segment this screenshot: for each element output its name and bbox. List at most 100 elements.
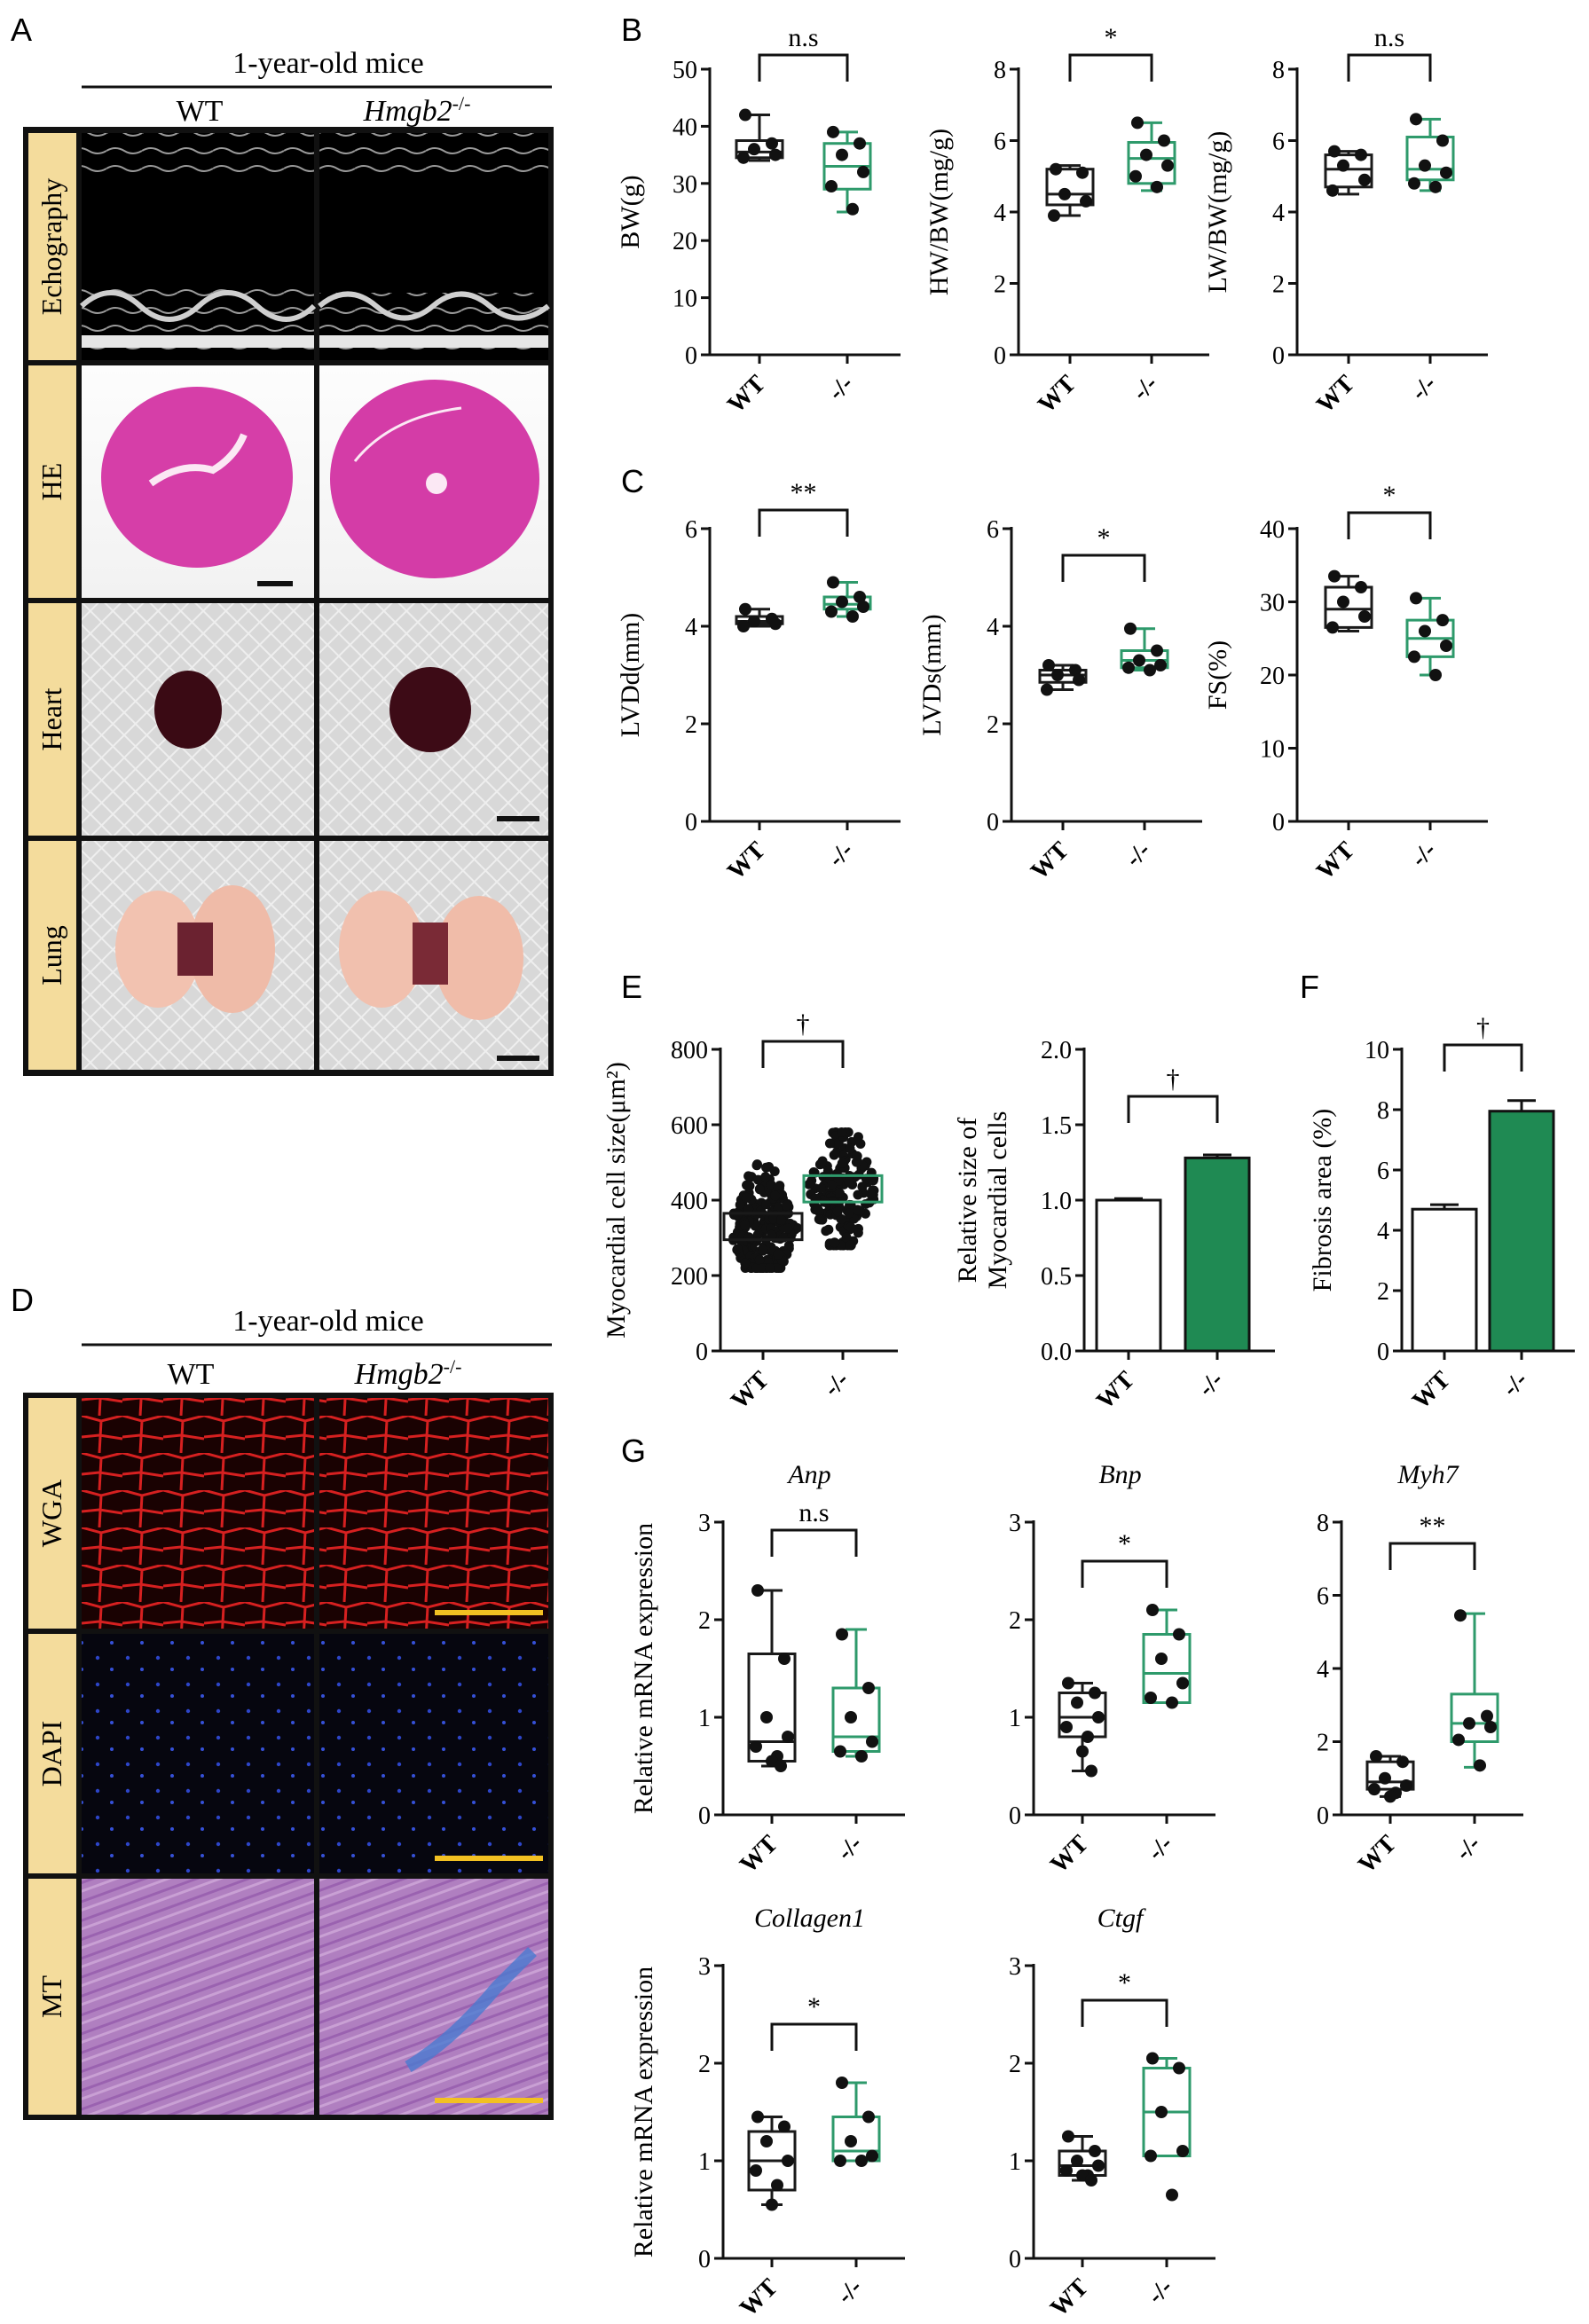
y-tick-label: 2 [1009,1607,1021,1635]
significance-label: n.s [1374,23,1404,52]
data-point [836,2077,848,2089]
chart-cellsize: 0 200 400 600 800 WT -/- Myocardial cell size(μ… [602,1009,898,1415]
data-point [1124,622,1137,635]
y-tick-label: 8 [994,57,1006,84]
y-tick-label: 2 [1317,1730,1329,1757]
box-ko [822,125,872,216]
y-tick-label: 0 [685,809,697,836]
x-tick-label: WT [735,1830,783,1879]
box-wt [1365,1750,1415,1803]
data-point [1146,1604,1159,1616]
y-tick-label: 0 [1317,1802,1329,1830]
panel-label-a: A [11,12,32,48]
x-tick-label: WT [1311,836,1360,885]
data-point [775,1760,787,1772]
data-point [846,610,859,623]
data-point [783,1223,793,1234]
data-point [791,1222,802,1233]
data-point [750,1740,762,1753]
bar-ko [1488,1110,1555,1353]
data-point [737,151,750,164]
data-point [1410,113,1422,126]
data-point [836,595,848,608]
y-axis-label: FS(%) [1203,640,1232,710]
data-point [824,1138,835,1149]
data-point [862,1682,875,1694]
y-tick-label: 1.5 [1041,1112,1072,1140]
data-point [769,1166,780,1177]
y-tick-label: 1 [1009,1705,1021,1732]
data-point [739,1220,750,1230]
y-axis-label: Relative mRNA expression [629,1523,658,1814]
data-point [1176,1676,1189,1690]
y-tick-label: 3 [1009,1510,1021,1537]
data-point [760,2135,773,2147]
y-tick-label: 20 [673,228,697,255]
data-point [835,1188,846,1198]
data-point [1358,173,1371,186]
data-point [1158,134,1170,147]
significance-bracket [770,1528,858,1557]
data-point [853,137,866,150]
data-point [1145,2149,1157,2163]
data-point [853,1132,863,1142]
data-point [1436,614,1449,627]
box-ko [831,2077,881,2167]
x-tick-label: -/- [1127,370,1163,406]
data-point [1166,2188,1178,2202]
box-ko [1142,1604,1192,1709]
y-tick-label: 40 [1260,516,1285,544]
data-point [769,617,782,631]
significance-bracket [1127,1095,1219,1123]
data-point [1155,1653,1168,1665]
x-tick-label: WT [1407,1366,1456,1415]
data-point [1085,2174,1097,2187]
data-point [832,1206,843,1217]
significance-bracket [758,508,849,537]
data-point [1436,134,1449,147]
y-tick-label: 3 [698,1953,711,1981]
y-axis-label: HW/BW(mg/g) [924,129,954,295]
scatter-wt [722,1159,804,1273]
data-point [1041,683,1053,696]
box-wt [1045,162,1095,223]
box-wt [735,602,784,632]
y-tick-label: 2 [1272,271,1285,299]
y-tick-label: 1 [698,2148,711,2176]
data-point [836,1628,848,1641]
data-point [1337,159,1349,172]
panel-d-title: 1-year-old mice [232,1305,424,1338]
x-tick-label: WT [722,836,771,885]
panel-d-col-wt: WT [168,1358,215,1391]
box-ko [1120,622,1169,677]
data-point [1481,1709,1493,1723]
significance-label: ** [1420,1511,1446,1541]
data-point [804,1179,814,1189]
data-point [782,2155,794,2167]
data-point [1440,640,1452,652]
significance-label: † [1167,1064,1180,1094]
x-tick-label: -/- [1405,836,1442,873]
bar-wt [1095,1198,1162,1353]
svg-text:Lung: Lung [35,925,67,985]
data-point [857,165,869,178]
box-ko [831,1628,881,1763]
significance-bracket [1081,1998,1168,2027]
data-point [1051,669,1064,681]
data-point [844,1177,854,1188]
data-point [1408,650,1420,663]
y-tick-label: 2 [994,271,1006,299]
data-point [1151,644,1163,657]
svg-text:WGA: WGA [35,1480,67,1547]
box-wt [1324,145,1373,197]
x-tick-label: -/- [822,370,859,406]
data-point [1092,1711,1105,1723]
chart-lvdd: 0 2 4 6 WT -/- LVDd(mm) ** [616,478,901,885]
y-tick-label: 0 [1009,2246,1021,2273]
x-tick-label: WT [1045,1830,1094,1879]
svg-text:HE: HE [35,463,67,501]
y-tick-label: 2 [987,711,999,739]
y-tick-label: 6 [994,129,1006,156]
x-tick-label: WT [735,2273,783,2322]
